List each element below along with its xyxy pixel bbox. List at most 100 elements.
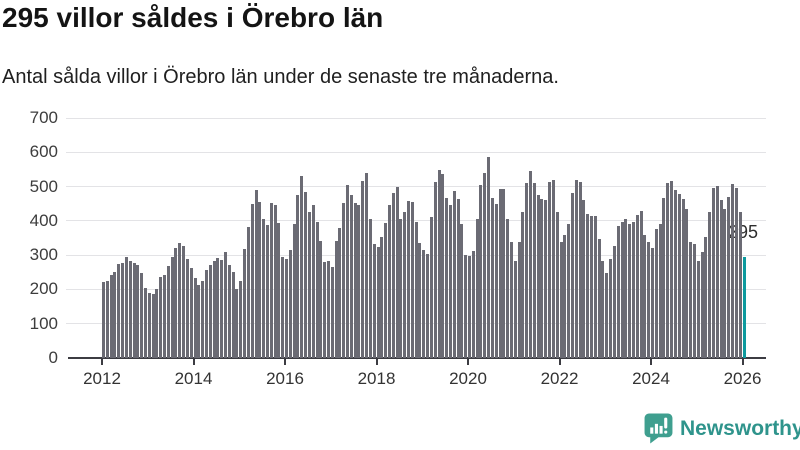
- bar: [170, 256, 174, 358]
- y-axis-tick-label: 200: [29, 279, 58, 299]
- bar: [342, 203, 346, 358]
- bar: [601, 260, 605, 358]
- bar: [712, 188, 715, 358]
- bar: [426, 253, 430, 358]
- bar: [410, 201, 414, 358]
- bar: [151, 294, 155, 358]
- highlighted-bar: [742, 256, 746, 358]
- bar: [487, 157, 491, 358]
- bar: [471, 251, 475, 358]
- bar: [460, 223, 464, 358]
- y-axis-tick-label: 600: [29, 142, 58, 162]
- bar: [605, 273, 609, 358]
- bar: [506, 218, 510, 358]
- bar: [662, 197, 666, 358]
- newsworthy-logo[interactable]: Newsworthy: [644, 413, 800, 444]
- bar: [727, 196, 731, 358]
- page-title: 295 villor såldes i Örebro län: [2, 2, 384, 33]
- bar: [448, 205, 452, 358]
- y-axis-tick-label: 300: [29, 245, 58, 265]
- y-axis-tick-label: 400: [29, 210, 58, 230]
- bar: [494, 203, 498, 358]
- bar: [639, 210, 643, 358]
- bar: [445, 197, 449, 358]
- bar: [574, 179, 578, 358]
- bar: [311, 204, 315, 358]
- bar: [349, 195, 353, 358]
- bar: [509, 242, 513, 358]
- bar: [197, 285, 201, 358]
- bar: [708, 212, 712, 358]
- bar: [117, 264, 121, 358]
- x-axis-tick-label: 2020: [449, 369, 487, 388]
- bar: [723, 209, 727, 358]
- x-axis-tick: [375, 359, 378, 365]
- x-axis-tick-label: 2016: [266, 369, 304, 388]
- bar: [384, 222, 388, 358]
- bar: [689, 241, 693, 358]
- bar: [586, 214, 590, 358]
- bar: [292, 223, 296, 358]
- bar: [570, 193, 574, 358]
- bar: [113, 271, 117, 358]
- bar: [220, 259, 224, 358]
- y-axis-tick-label: 0: [48, 348, 58, 367]
- bar: [590, 215, 593, 358]
- bar: [696, 260, 700, 358]
- bar: [193, 277, 197, 358]
- bar: [407, 200, 410, 358]
- bar: [544, 200, 548, 358]
- x-axis-tick: [650, 359, 652, 365]
- bar: [387, 205, 391, 358]
- bar: [124, 256, 128, 358]
- gridline-y-700: [66, 117, 766, 119]
- bar: [338, 228, 342, 358]
- bar: [658, 223, 662, 358]
- bar: [319, 241, 323, 358]
- y-axis-tick-label: 700: [29, 108, 58, 127]
- bar: [468, 255, 471, 358]
- bar: [277, 222, 281, 358]
- bar: [704, 237, 708, 358]
- bar: [330, 267, 334, 358]
- newsworthy-wordmark: Newsworthy: [680, 416, 800, 440]
- bar: [483, 172, 487, 358]
- y-axis-tick-label: 500: [29, 176, 58, 196]
- bar: [102, 281, 105, 358]
- bar: [346, 184, 349, 358]
- x-axis-tick: [192, 359, 195, 365]
- bar: [254, 189, 258, 358]
- bar: [265, 224, 269, 358]
- bar: [281, 257, 285, 358]
- bar: [597, 239, 601, 358]
- bar: [136, 264, 140, 358]
- x-axis-tick: [284, 359, 286, 365]
- bar: [719, 200, 723, 358]
- bar: [391, 193, 395, 358]
- bar: [452, 191, 456, 358]
- bar: [155, 288, 159, 358]
- bar: [609, 259, 613, 358]
- bar: [365, 172, 369, 358]
- bar: [376, 247, 380, 358]
- bar: [532, 183, 536, 358]
- bar: [647, 241, 651, 358]
- bar: [525, 183, 529, 358]
- bar: [189, 268, 193, 358]
- bar: [738, 211, 742, 358]
- x-axis-tick-label: 2012: [83, 369, 121, 388]
- bar: [563, 234, 567, 358]
- bar: [628, 223, 632, 358]
- bar: [296, 194, 300, 358]
- bar: [315, 221, 319, 358]
- bar: [521, 211, 525, 358]
- bar: [643, 234, 647, 358]
- x-axis-tick-label: 2026: [723, 369, 762, 388]
- bar: [304, 191, 308, 358]
- bar: [143, 287, 147, 358]
- bar: [201, 281, 205, 358]
- bar: [677, 194, 681, 358]
- bar: [681, 198, 685, 358]
- bar: [559, 242, 563, 358]
